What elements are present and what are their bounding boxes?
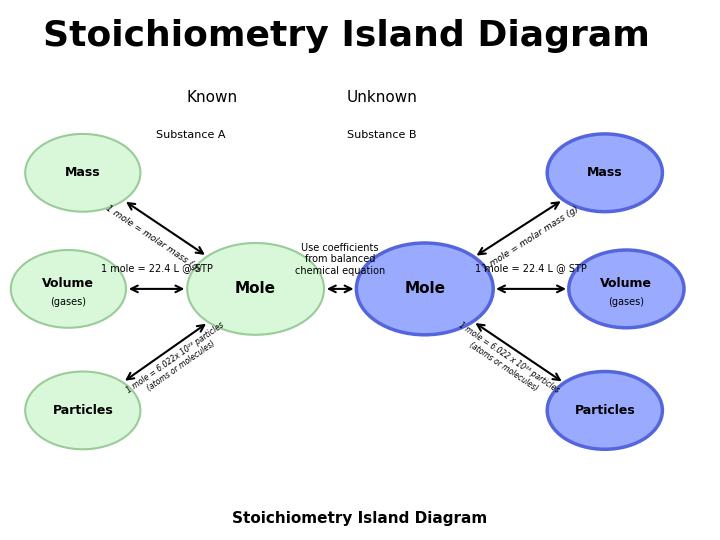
Text: Mole: Mole: [235, 281, 276, 296]
Text: Substance B: Substance B: [347, 130, 416, 140]
Ellipse shape: [356, 243, 493, 335]
Text: Stoichiometry Island Diagram: Stoichiometry Island Diagram: [233, 511, 487, 526]
Text: (gases): (gases): [50, 298, 86, 307]
Text: Volume: Volume: [42, 277, 94, 290]
Ellipse shape: [187, 243, 324, 335]
Text: 1 mole = 6.022x 10²³ particles
(atoms or molecules): 1 mole = 6.022x 10²³ particles (atoms or…: [125, 321, 231, 404]
Text: 1 mole = 22.4 L @ STP: 1 mole = 22.4 L @ STP: [101, 264, 212, 273]
Text: 1 mole = molar mass (g): 1 mole = molar mass (g): [481, 204, 580, 273]
Ellipse shape: [547, 134, 662, 212]
Text: 1 mole = 6.022 x 10²³ particles
(atoms or molecules): 1 mole = 6.022 x 10²³ particles (atoms o…: [451, 321, 562, 403]
Text: Substance A: Substance A: [156, 130, 225, 140]
Ellipse shape: [11, 250, 126, 328]
Text: Mole: Mole: [405, 281, 445, 296]
Text: Use coefficients
from balanced
chemical equation: Use coefficients from balanced chemical …: [295, 242, 385, 276]
Text: 1 mole = 22.4 L @ STP: 1 mole = 22.4 L @ STP: [475, 264, 587, 273]
Text: Particles: Particles: [575, 404, 635, 417]
Text: Particles: Particles: [53, 404, 113, 417]
Ellipse shape: [25, 134, 140, 212]
Text: Mass: Mass: [65, 166, 101, 179]
Text: Unknown: Unknown: [346, 90, 417, 105]
Text: Known: Known: [186, 90, 238, 105]
Text: Volume: Volume: [600, 277, 652, 290]
Text: (gases): (gases): [608, 298, 644, 307]
Ellipse shape: [547, 372, 662, 449]
Text: Mass: Mass: [587, 166, 623, 179]
Ellipse shape: [569, 250, 684, 328]
Text: Stoichiometry Island Diagram: Stoichiometry Island Diagram: [43, 19, 650, 53]
Text: 1 mole = molar mass (g): 1 mole = molar mass (g): [104, 204, 202, 273]
Ellipse shape: [25, 372, 140, 449]
